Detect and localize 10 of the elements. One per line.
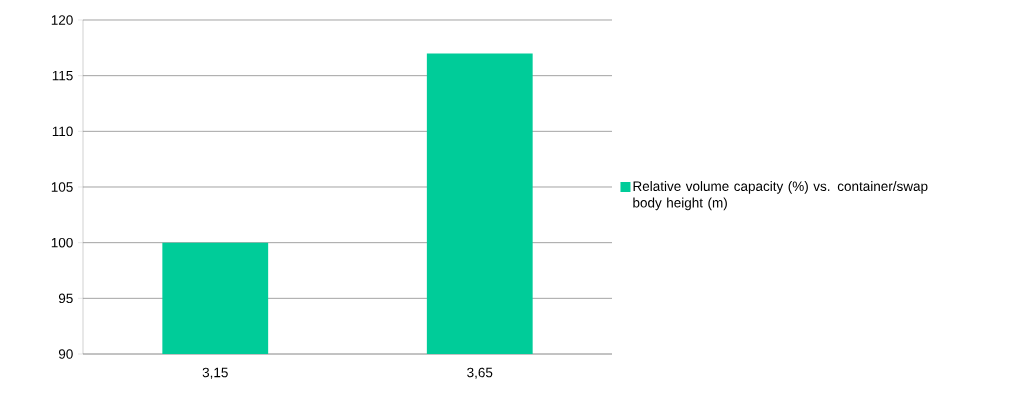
y-tick-label: 115 xyxy=(52,70,73,81)
y-tick-label: 95 xyxy=(58,293,73,304)
y-tick-label: 120 xyxy=(51,15,73,25)
x-tick-label: 3,65 xyxy=(467,367,493,379)
y-tick-label: 110 xyxy=(52,126,73,137)
x-tick-label: 3,15 xyxy=(202,367,228,379)
y-tick-label: 105 xyxy=(51,182,73,192)
y-tick-label: 100 xyxy=(51,237,73,248)
y-tick-label: 90 xyxy=(58,349,73,359)
legend-label: Relative volume capacity (%) vs. container/swap body height (m) xyxy=(633,181,928,211)
